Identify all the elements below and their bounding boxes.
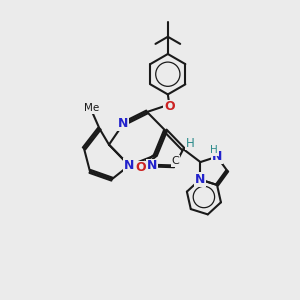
Text: O: O xyxy=(164,100,175,113)
Text: C: C xyxy=(172,156,179,166)
Text: O: O xyxy=(135,161,146,174)
Text: N: N xyxy=(195,173,206,186)
Text: H: H xyxy=(186,137,195,150)
Text: C: C xyxy=(172,156,179,166)
Text: O: O xyxy=(135,161,146,174)
Text: N: N xyxy=(212,150,222,163)
Text: O: O xyxy=(164,100,175,113)
Text: N: N xyxy=(147,159,157,172)
Text: N: N xyxy=(147,159,157,172)
Text: Me: Me xyxy=(84,103,99,113)
Text: N: N xyxy=(124,159,134,172)
Text: H: H xyxy=(186,137,195,150)
Text: Me: Me xyxy=(84,103,99,113)
Text: N: N xyxy=(118,117,128,130)
Text: H: H xyxy=(210,145,218,155)
Text: N: N xyxy=(118,117,128,130)
Text: N: N xyxy=(195,173,206,186)
Text: H: H xyxy=(210,145,218,155)
Text: N: N xyxy=(212,150,222,163)
Text: N: N xyxy=(124,159,134,172)
